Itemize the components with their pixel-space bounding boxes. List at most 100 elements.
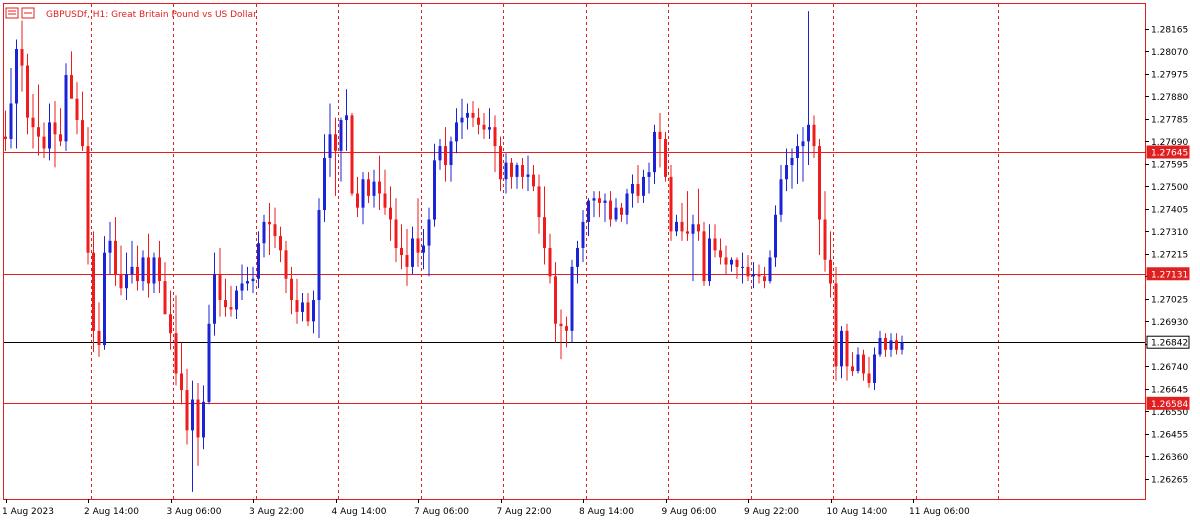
- candle-body: [697, 224, 700, 232]
- price-tick-label: 1.26645: [1151, 385, 1188, 395]
- candle-body: [862, 354, 865, 374]
- candle-body: [526, 174, 530, 177]
- candle-body: [411, 238, 414, 267]
- time-tick-label: 11 Aug 06:00: [909, 507, 970, 517]
- price-label-text: 1.27131: [1151, 270, 1188, 280]
- candle-body: [268, 221, 271, 225]
- candle: [86, 127, 90, 265]
- candle-body: [515, 165, 519, 177]
- candle: [713, 224, 717, 258]
- candle: [521, 157, 524, 189]
- candle: [862, 349, 865, 381]
- candle: [416, 198, 420, 267]
- price-label-box: [1146, 145, 1190, 159]
- candle-body: [4, 136, 7, 139]
- price-label-text: 1.27645: [1151, 149, 1188, 159]
- candle-body: [488, 127, 491, 130]
- candle: [482, 112, 486, 139]
- candle-body: [433, 160, 436, 220]
- candle-body: [532, 174, 535, 187]
- candle: [587, 198, 590, 237]
- candle-body: [559, 323, 563, 327]
- price-tick-label: 1.28165: [1151, 25, 1188, 35]
- price-axis[interactable]: 1.28165 1.28070 1.27975 1.27880 1.27785 1.276…: [1145, 25, 1188, 485]
- candle-body: [284, 250, 288, 279]
- candle: [125, 252, 128, 301]
- candle: [686, 191, 689, 241]
- candle-body: [119, 274, 123, 289]
- candle-body: [185, 390, 189, 431]
- price-tick-label: 1.27405: [1151, 205, 1188, 215]
- candle-body: [576, 247, 579, 267]
- candle-body: [279, 236, 282, 251]
- candle-body: [477, 117, 480, 125]
- candle: [812, 115, 816, 158]
- candle: [433, 143, 436, 227]
- candle-body: [823, 219, 827, 260]
- candle: [873, 347, 876, 391]
- candle-body: [829, 259, 832, 284]
- candle-body: [801, 141, 805, 147]
- candle-body: [317, 210, 321, 301]
- candle: [884, 333, 887, 357]
- candle-body: [724, 257, 728, 265]
- chart-menu-icon[interactable]: [5, 7, 19, 19]
- candle-body: [422, 245, 425, 253]
- candle-body: [834, 283, 838, 367]
- candle: [537, 174, 541, 234]
- candle: [279, 226, 282, 263]
- candle: [488, 108, 491, 139]
- candle: [136, 245, 139, 291]
- candle: [97, 302, 101, 357]
- candle-body: [867, 373, 871, 383]
- chart-header: GBPUSDf, H1: Great Britain Pound vs US D…: [5, 7, 257, 20]
- candle-body: [262, 221, 266, 244]
- candle-body: [768, 257, 772, 282]
- candle-body: [873, 354, 876, 383]
- candle-body: [20, 49, 24, 66]
- price-tick-label: 1.27215: [1151, 250, 1188, 260]
- price-tick-label: 1.27880: [1151, 93, 1188, 103]
- candle: [691, 214, 695, 282]
- candle: [504, 153, 508, 194]
- candle: [31, 94, 35, 149]
- candle: [207, 304, 211, 405]
- candle-body: [130, 266, 134, 274]
- candle: [213, 252, 216, 336]
- candle: [185, 368, 189, 445]
- candle-body: [482, 124, 486, 130]
- time-tick-label: 1 Aug 2023: [2, 507, 54, 517]
- price-tick-label: 1.26930: [1151, 318, 1188, 328]
- candle-body: [114, 240, 117, 274]
- candle: [422, 229, 425, 270]
- candle: [37, 84, 40, 156]
- candle-body: [455, 122, 458, 142]
- candle: [449, 136, 453, 182]
- candle-body: [598, 198, 601, 203]
- candle: [9, 67, 13, 149]
- candle: [631, 174, 634, 208]
- candle-body: [290, 278, 293, 301]
- candle: [548, 233, 552, 284]
- candle-body: [631, 184, 634, 194]
- candle: [356, 176, 359, 218]
- candle: [174, 295, 178, 386]
- time-axis[interactable]: 1 Aug 2023 2 Aug 14:00 3 Aug 06:00 3 Aug 22…: [2, 499, 970, 517]
- candle: [889, 333, 893, 357]
- current-price-label: 1.26842: [1146, 335, 1190, 349]
- candle-body: [856, 354, 860, 372]
- candle-body: [702, 231, 706, 282]
- candle: [4, 110, 7, 151]
- candle: [246, 266, 249, 291]
- candle: [70, 51, 73, 99]
- candle: [471, 101, 475, 128]
- candle: [493, 115, 497, 173]
- candle: [581, 210, 585, 263]
- candle-body: [169, 314, 172, 334]
- candle-body: [774, 214, 777, 258]
- candle-body: [372, 181, 376, 196]
- candle-body: [147, 257, 150, 284]
- candle-body: [367, 179, 370, 196]
